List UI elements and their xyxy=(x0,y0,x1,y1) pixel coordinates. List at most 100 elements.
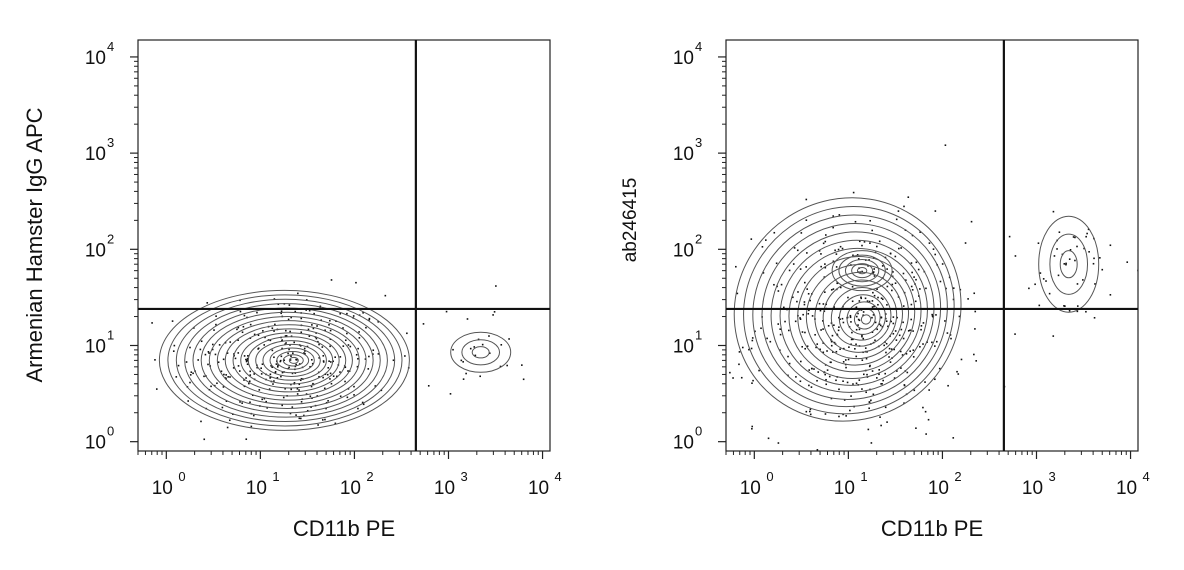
right-event-dot xyxy=(861,388,863,390)
left-event-dot xyxy=(280,310,283,313)
right-event-dot xyxy=(919,231,921,233)
right-event-dot xyxy=(833,306,835,308)
left-event-dot xyxy=(272,383,274,385)
left-event-dot xyxy=(309,395,312,398)
right-event-dot xyxy=(806,288,809,290)
right-event-dot xyxy=(938,367,941,370)
right-event-dot xyxy=(836,282,838,285)
right-event-dot xyxy=(1109,294,1112,296)
left-event-dot xyxy=(284,387,286,390)
right-event-dot xyxy=(885,320,888,322)
left-y-tick-exponent: 3 xyxy=(107,135,114,150)
left-contour-ring xyxy=(262,343,321,377)
right-event-dot xyxy=(879,416,881,418)
right-event-dot xyxy=(1076,283,1079,285)
right-event-dot xyxy=(868,365,871,368)
right-contour-lines xyxy=(733,197,1100,422)
left-event-dot xyxy=(367,368,370,370)
right-event-dot xyxy=(872,393,875,396)
right-event-dot xyxy=(849,409,851,412)
left-event-dot xyxy=(364,358,367,360)
right-event-dot xyxy=(909,350,911,353)
right-event-dot xyxy=(1076,310,1079,313)
right-event-dot xyxy=(750,238,753,240)
right-event-dot xyxy=(878,369,881,371)
left-event-dot xyxy=(189,381,191,384)
left-event-dot xyxy=(270,364,272,367)
right-event-dot xyxy=(910,262,913,264)
right-event-dot xyxy=(886,304,888,306)
right-event-dot xyxy=(803,301,806,303)
left-event-dot xyxy=(287,318,290,321)
right-event-dot xyxy=(830,397,833,400)
right-event-dot xyxy=(845,415,847,417)
right-event-dot xyxy=(900,367,902,369)
right-event-dot xyxy=(895,218,898,221)
right-event-dot xyxy=(796,249,799,252)
left-event-dot xyxy=(249,374,252,376)
left-y-tick-exponent: 0 xyxy=(107,424,114,439)
right-event-dot xyxy=(861,359,864,361)
right-event-dot xyxy=(871,370,874,372)
left-event-dot xyxy=(522,378,525,381)
left-event-dot xyxy=(353,385,355,388)
right-event-dot xyxy=(855,315,858,318)
left-event-dot xyxy=(293,381,296,384)
right-event-dot xyxy=(751,337,754,339)
left-event-dot xyxy=(330,382,333,385)
right-event-dot xyxy=(949,334,952,336)
right-event-dot xyxy=(861,244,863,247)
left-event-dot xyxy=(492,314,494,316)
left-event-dot xyxy=(474,354,477,357)
right-event-dot xyxy=(1082,279,1084,281)
left-event-dot xyxy=(246,357,249,360)
left-event-dot xyxy=(495,285,497,287)
left-event-dot xyxy=(220,370,223,373)
right-event-dot xyxy=(820,329,822,331)
left-event-dot xyxy=(422,323,425,325)
left-event-dot xyxy=(445,310,448,313)
right-event-dot xyxy=(890,320,892,323)
right-event-dot xyxy=(1088,251,1090,253)
left-event-dot xyxy=(326,373,329,376)
right-event-dot xyxy=(735,265,737,268)
left-y-axis-title: Armenian Hamster IgG APC xyxy=(22,107,47,382)
left-event-dot xyxy=(193,327,195,329)
right-event-dot xyxy=(915,278,917,281)
right-event-dot xyxy=(964,242,967,244)
left-event-dot xyxy=(377,353,380,355)
left-event-dot xyxy=(192,372,194,375)
right-event-dot xyxy=(849,314,852,317)
right-event-dot xyxy=(857,258,860,260)
right-event-dot xyxy=(732,377,734,379)
left-event-dot xyxy=(465,372,467,375)
left-contour-ring xyxy=(216,320,360,401)
right-event-dot xyxy=(892,316,895,318)
right-event-dot xyxy=(837,329,840,332)
right-event-dot xyxy=(777,442,780,444)
right-event-dot xyxy=(871,316,873,319)
right-event-dot xyxy=(769,340,772,343)
left-event-dot xyxy=(332,375,335,377)
left-event-dot xyxy=(273,380,275,382)
right-event-dot xyxy=(729,371,731,374)
left-event-dot xyxy=(273,356,275,359)
right-event-dot xyxy=(830,289,833,291)
right-event-dot xyxy=(748,348,750,351)
left-event-dot xyxy=(352,315,355,317)
right-y-tick-label: 10 xyxy=(673,240,694,261)
right-event-dot xyxy=(879,324,882,327)
left-event-dot xyxy=(280,312,282,315)
left-contour-lines xyxy=(158,289,512,431)
right-event-dot xyxy=(881,265,884,267)
left-event-dot xyxy=(203,375,205,378)
left-event-dot xyxy=(318,357,321,359)
right-event-dot xyxy=(1039,272,1042,274)
right-event-dot xyxy=(889,252,892,255)
right-event-dot xyxy=(868,300,871,303)
right-event-dot xyxy=(910,318,913,321)
right-event-dot xyxy=(1099,257,1101,259)
right-event-dot xyxy=(912,330,914,332)
right-event-dot xyxy=(795,376,797,378)
right-event-dot xyxy=(880,383,882,385)
